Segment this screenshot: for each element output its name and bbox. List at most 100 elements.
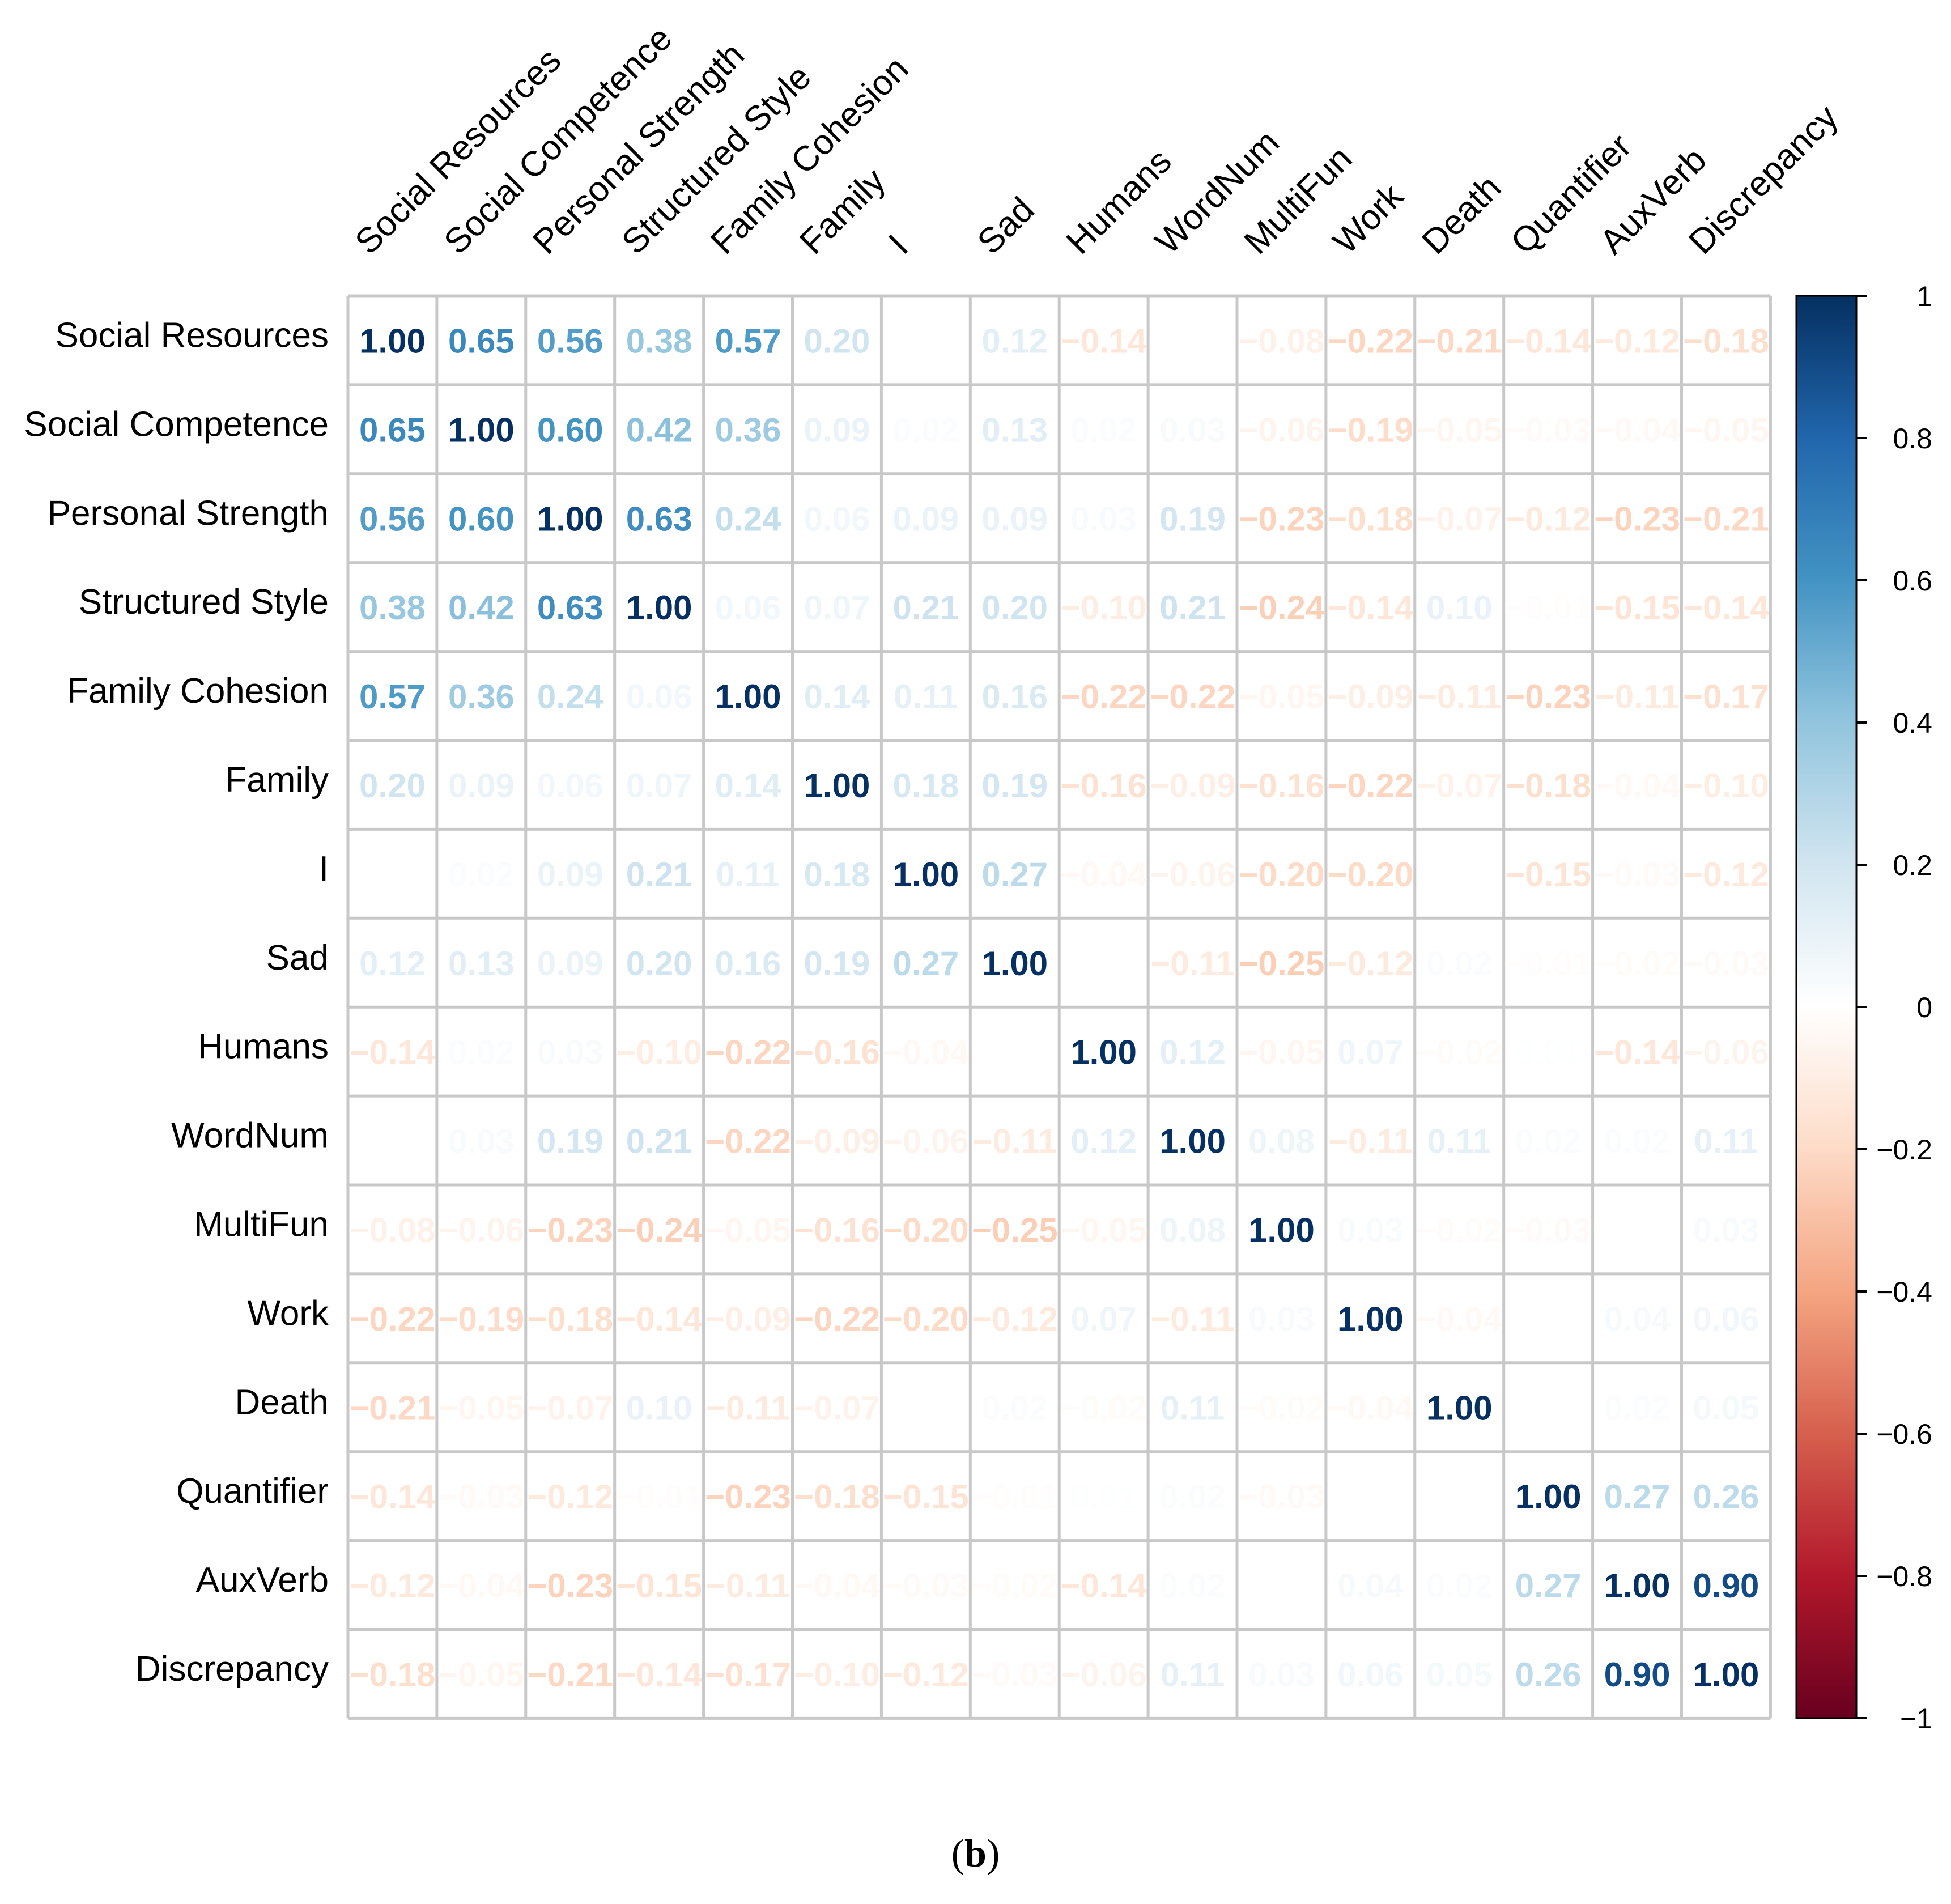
cell-value: −0.14	[1061, 1567, 1147, 1605]
cell-value: −0.03	[1683, 945, 1769, 983]
cell-value: −0.18	[1327, 500, 1413, 538]
cell-value: 0.42	[448, 589, 515, 627]
cell-value: 0.24	[715, 500, 781, 538]
cell-value: −0.14	[1327, 589, 1413, 627]
colorbar-tick-label: −0.2	[1876, 1134, 1932, 1166]
cell-value: 0.21	[626, 856, 692, 894]
row-label: Quantifier	[176, 1472, 329, 1511]
cell-value: 0.02	[1070, 411, 1137, 449]
caption-close-paren: )	[986, 1832, 1000, 1876]
cell-value: 0.27	[1515, 1567, 1582, 1605]
cell-value: −0.08	[350, 1211, 436, 1249]
cell-value: −0.18	[1683, 322, 1769, 360]
cell-value: 0.11	[1161, 1389, 1225, 1427]
cell-value: 0.09	[448, 767, 515, 805]
column-label: I	[881, 227, 916, 262]
cell-value: −0.05	[438, 1389, 524, 1427]
cell-value: −0.12	[1505, 500, 1591, 538]
cell-value: −0.20	[1327, 856, 1413, 894]
cell-value: 0.01	[1070, 1478, 1137, 1516]
cell-value: −0.24	[616, 1211, 702, 1249]
row-label: Social Resources	[56, 316, 329, 355]
cell-value: 0.02	[1159, 1478, 1226, 1516]
column-label: Sad	[970, 190, 1042, 262]
cell-value: −0.01	[616, 1478, 702, 1516]
cell-value: 0.36	[715, 411, 781, 449]
cell-value: −0.21	[527, 1656, 613, 1694]
cell-value: −0.18	[794, 1478, 880, 1516]
cell-value: −0.10	[794, 1656, 880, 1694]
cell-value: 1.00	[1159, 1123, 1226, 1161]
cell-value: −0.14	[616, 1300, 702, 1338]
cell-value: −0.14	[1061, 322, 1147, 360]
cell-value: 0.05	[1426, 1656, 1493, 1694]
cell-value: −0.12	[1594, 322, 1680, 360]
cell-value: 0.14	[715, 767, 781, 805]
cell-value: −0.06	[1061, 1656, 1147, 1694]
column-label: Death	[1414, 168, 1508, 262]
colorbar-tick-label: −0.6	[1876, 1418, 1932, 1450]
cell-value: −0.09	[705, 1300, 791, 1338]
cell-value: 0.11	[1694, 1123, 1758, 1161]
cell-value: −0.22	[794, 1300, 880, 1338]
cell-value: 0.16	[981, 678, 1048, 716]
cell-value: 0.06	[804, 500, 870, 538]
cell-value: −0.11	[706, 1389, 790, 1427]
cell-value: −0.05	[438, 1656, 524, 1694]
cell-value: 0.11	[1427, 1123, 1491, 1161]
cell-value: 0.08	[1159, 1211, 1226, 1249]
colorbar-tick-label: 0.4	[1893, 707, 1932, 739]
cell-value: 0.20	[981, 589, 1048, 627]
cell-value: 0.02	[1604, 1389, 1671, 1427]
cell-value: 1.00	[1337, 1300, 1404, 1338]
cell-value: 0.02	[1515, 1123, 1582, 1161]
cell-value: 0.07	[626, 767, 692, 805]
cell-value: 0.07	[804, 589, 870, 627]
cell-value: −0.11	[706, 1567, 790, 1605]
cell-value: 0.09	[892, 500, 959, 538]
row-label: Discrepancy	[135, 1650, 329, 1689]
cell-value: 0.26	[1693, 1478, 1759, 1516]
cell-value: −0.02	[1416, 1034, 1502, 1072]
cell-value: −0.20	[1239, 856, 1325, 894]
cell-value: 0.11	[716, 856, 780, 894]
cell-value: −0.02	[972, 1567, 1058, 1605]
cell-value: −0.22	[1327, 767, 1413, 805]
cell-value: −0.14	[350, 1478, 436, 1516]
cell-value: 0.02	[981, 1389, 1048, 1427]
cell-value: −0.12	[1683, 856, 1769, 894]
cell-value: 0.00	[1515, 1300, 1582, 1338]
cell-value: 0.60	[537, 411, 603, 449]
cell-value: −0.10	[616, 1034, 702, 1072]
cell-value: 1.00	[1248, 1211, 1315, 1249]
cell-value: 0.02	[448, 1034, 515, 1072]
cell-value: −0.18	[1505, 767, 1591, 805]
cell-value: 0.20	[804, 322, 870, 360]
cell-value: 1.00	[626, 589, 692, 627]
cell-value: −0.11	[1595, 678, 1680, 716]
row-label: MultiFun	[194, 1205, 329, 1244]
cell-value: −0.03	[1505, 411, 1591, 449]
cell-value: −0.04	[883, 1034, 969, 1072]
cell-value: 1.00	[981, 945, 1048, 983]
cell-value: −0.04	[794, 1567, 880, 1605]
cell-value: 0.90	[1604, 1656, 1671, 1694]
cell-value: 0.00	[1426, 856, 1493, 894]
cell-value: −0.06	[883, 1123, 969, 1161]
row-label: Work	[247, 1294, 329, 1333]
cell-value: −0.10	[1061, 589, 1147, 627]
cell-value: 0.00	[1248, 1567, 1315, 1605]
cell-value: −0.05	[1239, 1034, 1325, 1072]
row-label: Personal Strength	[48, 494, 329, 533]
cell-value: 0.90	[1693, 1567, 1759, 1605]
cell-value: 0.12	[981, 322, 1048, 360]
cell-value: −0.16	[1061, 767, 1147, 805]
cell-value: −0.04	[1594, 767, 1680, 805]
cell-value: −0.11	[1150, 945, 1235, 983]
cell-value: −0.10	[1683, 767, 1769, 805]
cell-value: −0.22	[705, 1034, 791, 1072]
cell-value: 1.00	[1426, 1389, 1493, 1427]
cell-value: 1.00	[537, 500, 603, 538]
cell-value: 1.00	[715, 678, 781, 716]
row-label: Sad	[266, 938, 329, 978]
